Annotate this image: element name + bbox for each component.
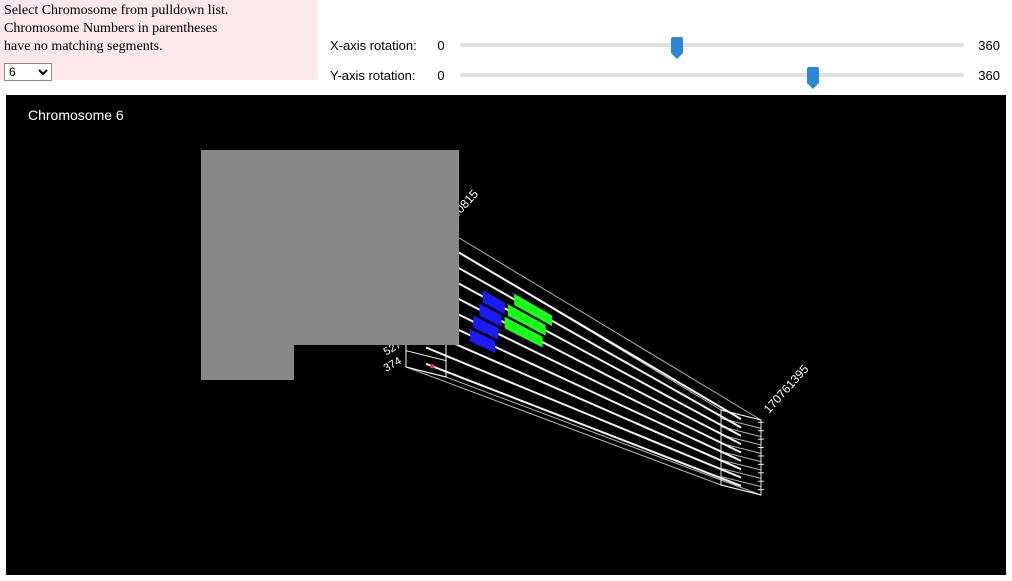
occluder — [201, 150, 459, 345]
x-rotation-thumb[interactable] — [671, 37, 683, 53]
y-rotation-label: Y-axis rotation: — [330, 68, 422, 83]
selector-line3: have no matching segments. — [4, 38, 314, 56]
occluder — [201, 345, 294, 380]
slider-rail — [460, 73, 964, 77]
y-rotation-row: Y-axis rotation: 0 360 — [330, 60, 1000, 90]
slider-rail — [460, 43, 964, 47]
svg-text:170761395: 170761395 — [761, 362, 812, 416]
viz-title: Chromosome 6 — [28, 107, 124, 123]
y-rotation-slider[interactable] — [460, 67, 964, 83]
chromosome-3d-chart: 3745271253918464639112552737410081517076… — [6, 95, 1006, 575]
svg-text:374: 374 — [382, 355, 404, 375]
x-rotation-min: 0 — [428, 38, 454, 53]
selector-panel: Select Chromosome from pulldown list. Ch… — [0, 0, 318, 80]
x-rotation-label: X-axis rotation: — [330, 38, 422, 53]
selector-line2: Chromosome Numbers in parentheses — [4, 20, 314, 38]
x-rotation-max: 360 — [970, 38, 1000, 53]
x-rotation-slider[interactable] — [460, 37, 964, 53]
chromosome-select[interactable]: 6 — [4, 63, 52, 81]
x-rotation-row: X-axis rotation: 0 360 — [330, 30, 1000, 60]
selector-line1: Select Chromosome from pulldown list. — [4, 2, 314, 20]
viz-area[interactable]: Chromosome 6 374527125391846463911255273… — [6, 95, 1006, 575]
y-rotation-max: 360 — [970, 68, 1000, 83]
y-rotation-min: 0 — [428, 68, 454, 83]
slider-panel: X-axis rotation: 0 360 Y-axis rotation: … — [318, 0, 1012, 95]
y-rotation-thumb[interactable] — [807, 67, 819, 83]
